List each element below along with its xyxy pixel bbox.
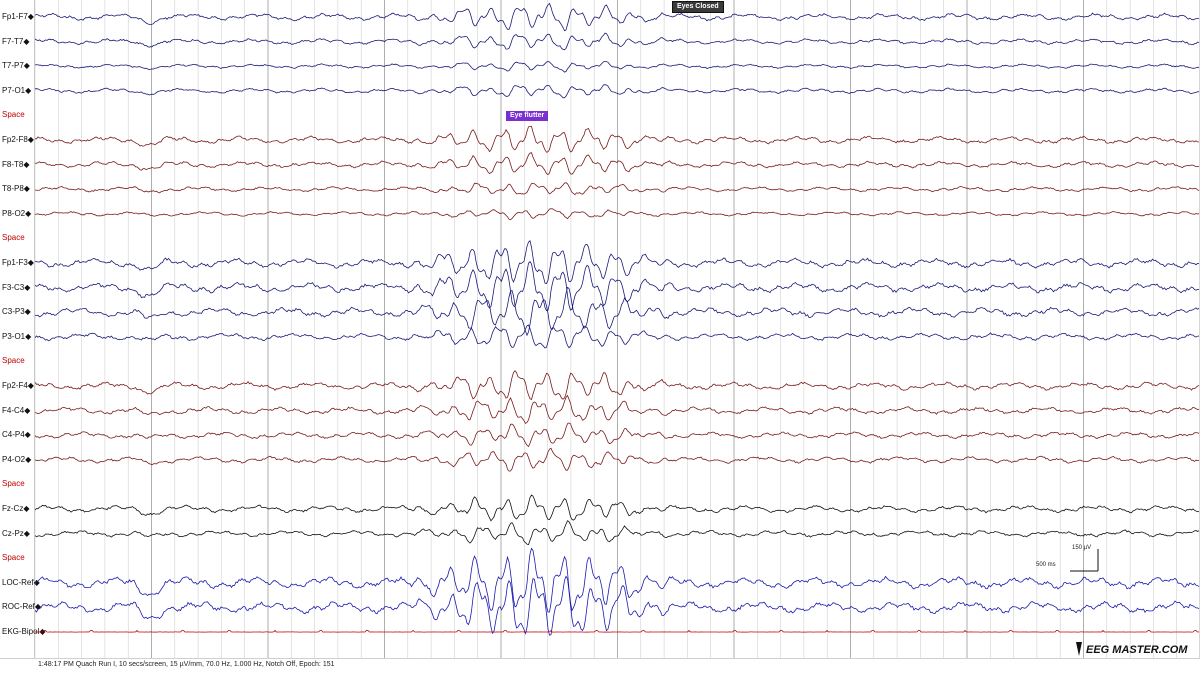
- eeg-trace-loc-ref: [35, 547, 1200, 613]
- eeg-trace-fp1-f3: [35, 240, 1200, 284]
- channel-label: Fz-Cz◆: [2, 504, 30, 513]
- channel-label: C3-P3◆: [2, 307, 31, 317]
- channel-label: EKG-Bipol◆: [2, 627, 46, 636]
- channel-label: T8-P8◆: [2, 184, 30, 194]
- status-bar: 1:48:17 PM Quach Run I, 10 secs/screen, …: [0, 658, 1200, 673]
- eeg-trace-fp2-f4: [35, 370, 1200, 401]
- logo-mark-icon: [1076, 642, 1082, 656]
- eeg-trace-ekg-bipol: [35, 629, 1200, 633]
- eeg-trace-c3-p3: [35, 286, 1200, 337]
- channel-label: Space: [2, 479, 25, 489]
- channel-label: C4-P4◆: [2, 430, 31, 440]
- eeg-trace-p8-o2: [35, 208, 1200, 221]
- logo-text: EEG MASTER.COM: [1086, 644, 1188, 656]
- channel-label: Space: [2, 356, 25, 366]
- channel-label: F8-T8◆: [2, 159, 30, 169]
- channel-label: Fp1-F7◆: [2, 12, 34, 21]
- eeg-trace-t7-p7: [35, 60, 1199, 73]
- channel-label: P4-O2◆: [2, 454, 32, 464]
- channel-label: Space: [2, 110, 25, 120]
- channel-label-column: Fp1-F7◆ F7-T7◆ T7-P7◆ P7-O1◆ Space Fp2-F8◆ F8-…: [0, 0, 46, 658]
- channel-label: F3-C3◆: [2, 282, 31, 292]
- calibration-scale-bar: [1070, 549, 1099, 572]
- channel-label: P3-O1◆: [2, 331, 32, 341]
- channel-label: P8-O2◆: [2, 208, 32, 218]
- eeg-trace-fp2-f8: [35, 125, 1200, 153]
- channel-label: ROC-Ref◆: [2, 602, 42, 612]
- time-grid: [35, 0, 1200, 658]
- channel-label: F7-T7◆: [2, 36, 30, 46]
- channel-label: Space: [2, 553, 25, 563]
- eeg-trace-p3-o1: [35, 324, 1200, 349]
- eeg-trace-roc-ref: [35, 575, 1200, 636]
- eeg-trace-f3-c3: [35, 260, 1200, 312]
- channel-label: Fp1-F3◆: [2, 258, 34, 267]
- channel-label: Fp2-F4◆: [2, 381, 34, 390]
- eeg-trace-area[interactable]: [35, 0, 1200, 658]
- eeg-trace-p7-o1: [35, 84, 1200, 99]
- eeg-trace-c4-p4: [35, 422, 1200, 448]
- marker-eye-flutter[interactable]: Eye flutter: [506, 111, 549, 121]
- eeg-trace-f4-c4: [35, 394, 1200, 424]
- channel-label: Fp2-F8◆: [2, 135, 34, 144]
- channel-label: Cz-Pz◆: [2, 528, 30, 538]
- eeg-trace-f7-t7: [35, 32, 1200, 51]
- eeg-trace-fp1-f7: [35, 2, 1200, 32]
- eeg-traces: [35, 2, 1200, 636]
- channel-label: F4-C4◆: [2, 405, 31, 415]
- marker-eyes-closed[interactable]: Eyes Closed: [672, 1, 724, 13]
- scale-time-label: 500 ms: [1036, 562, 1056, 568]
- eeg-trace-p4-o2: [35, 447, 1200, 472]
- logo-graphic: EEG MASTER.COM: [1076, 642, 1188, 656]
- channel-label: T7-P7◆: [2, 61, 30, 71]
- eeg-master-logo: EEG MASTER.COM: [1074, 638, 1198, 660]
- status-bar-text: 1:48:17 PM Quach Run I, 10 secs/screen, …: [38, 661, 335, 668]
- eeg-trace-fz-cz: [35, 494, 1200, 522]
- eeg-trace-f8-t8: [35, 152, 1200, 176]
- channel-label: Space: [2, 233, 25, 243]
- channel-label: P7-O1◆: [2, 85, 32, 95]
- eeg-trace-cz-pz: [35, 520, 1200, 546]
- eeg-trace-t8-p8: [35, 182, 1200, 196]
- channel-label: LOC-Ref◆: [2, 577, 40, 587]
- scale-amplitude-label: 150 µV: [1072, 545, 1092, 551]
